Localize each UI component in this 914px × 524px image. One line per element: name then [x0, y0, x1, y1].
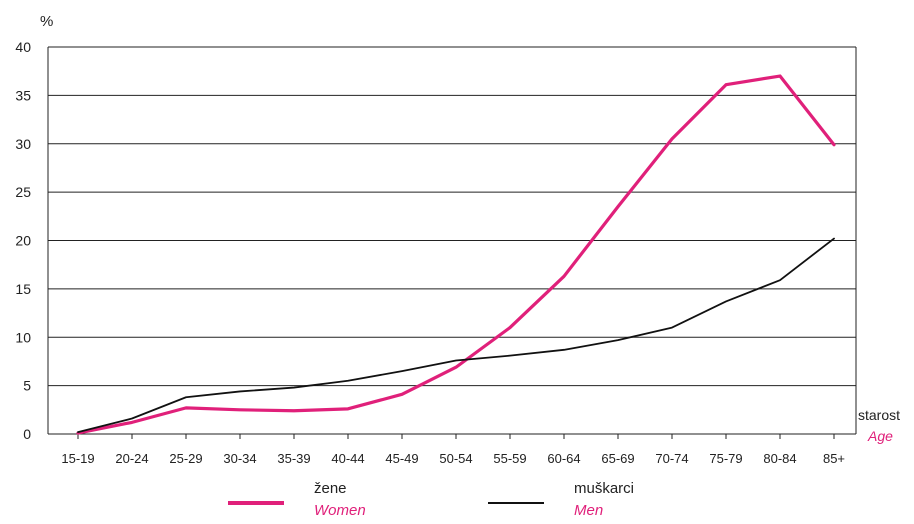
- x-axis-title-en: Age: [867, 428, 893, 444]
- x-tick-label: 50-54: [439, 451, 472, 466]
- x-axis-title: starost: [858, 407, 900, 423]
- y-tick-labels: 0 5 10 15 20 25 30 35 40: [15, 39, 31, 442]
- y-tick-label: 5: [23, 378, 31, 394]
- x-tick-label: 30-34: [223, 451, 256, 466]
- x-tick-label: 20-24: [115, 451, 148, 466]
- legend-label-women: žene: [314, 480, 347, 497]
- x-tick-label: 80-84: [763, 451, 796, 466]
- x-tick-label: 70-74: [655, 451, 688, 466]
- x-tick-label: 55-59: [493, 451, 526, 466]
- legend-swatch-men: [488, 502, 544, 504]
- y-tick-label: 40: [15, 39, 31, 55]
- y-axis-unit: %: [40, 13, 53, 30]
- legend-label-women-en: Women: [314, 502, 366, 519]
- legend-swatch-women: [228, 501, 284, 505]
- x-tick-labels: 15-19 20-24 25-29 30-34 35-39 40-44 45-49 50-54…: [61, 434, 845, 466]
- y-tick-label: 20: [15, 233, 31, 249]
- x-tick-label: 40-44: [331, 451, 364, 466]
- x-tick-label: 65-69: [601, 451, 634, 466]
- y-tick-label: 10: [15, 329, 31, 345]
- y-tick-label: 25: [15, 184, 31, 200]
- y-tick-label: 15: [15, 281, 31, 297]
- x-tick-label: 75-79: [709, 451, 742, 466]
- gridlines: [47, 46, 857, 435]
- legend-item-women: žene Women: [228, 476, 448, 522]
- y-tick-label: 30: [15, 136, 31, 152]
- x-tick-label: 15-19: [61, 451, 94, 466]
- y-tick-label: 0: [23, 426, 31, 442]
- series-line-women: [76, 74, 836, 435]
- series-lines: [76, 74, 836, 435]
- legend-item-men: muškarci Men: [488, 476, 708, 522]
- legend-label-men-en: Men: [574, 502, 604, 519]
- series-line-men: [77, 237, 835, 433]
- x-tick-label: 85+: [823, 451, 845, 466]
- x-tick-label: 45-49: [385, 451, 418, 466]
- x-tick-label: 25-29: [169, 451, 202, 466]
- y-tick-label: 35: [15, 87, 31, 103]
- x-tick-label: 35-39: [277, 451, 310, 466]
- legend-label-men: muškarci: [574, 480, 635, 497]
- x-tick-label: 60-64: [547, 451, 580, 466]
